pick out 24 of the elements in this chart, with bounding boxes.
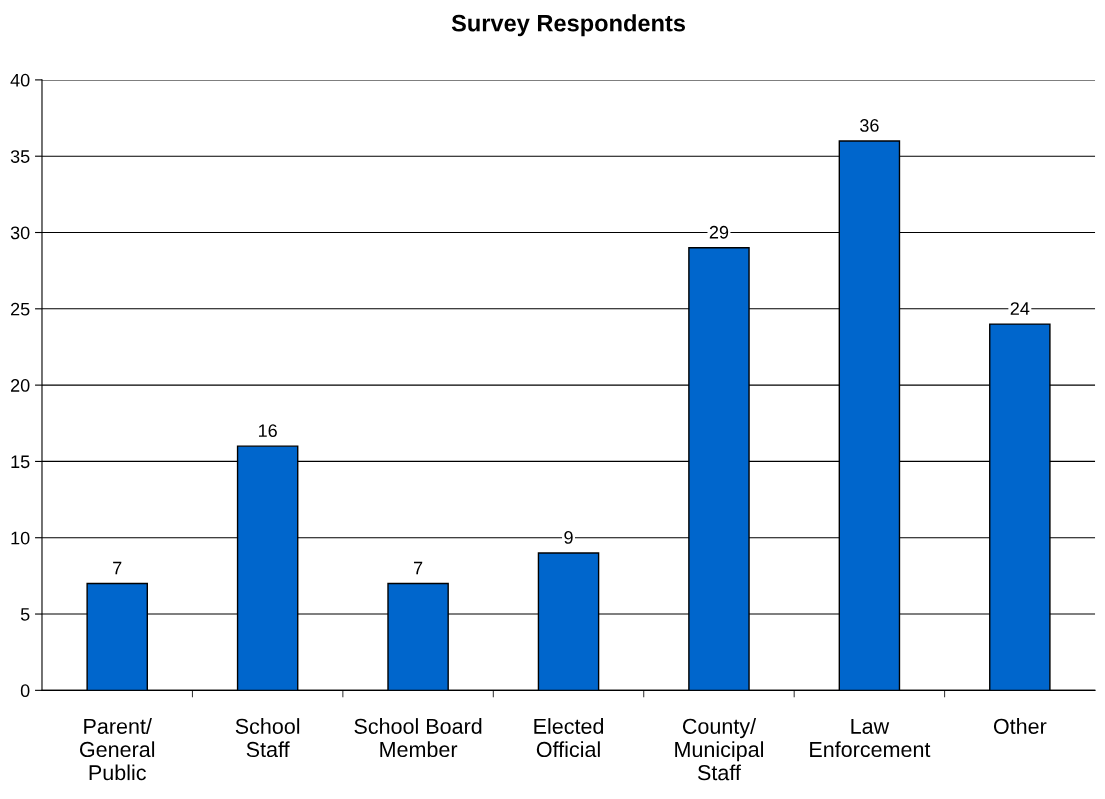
x-tick-label: Law Enforcement <box>810 718 931 758</box>
y-tick-label: 20 <box>11 379 30 392</box>
y-tick-label: 10 <box>11 531 30 545</box>
data-label: 16 <box>258 424 277 438</box>
y-tick-label: 5 <box>20 608 30 621</box>
data-label: 36 <box>860 119 879 132</box>
y-tick-label: 35 <box>10 150 30 163</box>
x-tick-label: School Staff <box>235 718 300 758</box>
y-tick-label: 25 <box>11 302 30 316</box>
data-label: 24 <box>1010 302 1030 315</box>
x-tick-label: Other <box>993 718 1047 734</box>
x-tick-label: County/ Municipal Staff <box>675 718 763 781</box>
x-tick-label: Elected Official <box>534 718 604 758</box>
data-label: 9 <box>564 531 573 544</box>
x-tick-label: Parent/ General Public <box>80 718 155 781</box>
x-tick-label: School Board Member <box>354 718 482 758</box>
y-tick-label: 0 <box>20 684 30 698</box>
data-label: 7 <box>113 561 122 575</box>
y-tick-label: 30 <box>10 226 30 240</box>
y-tick-label: 40 <box>10 73 30 87</box>
y-tick-label: 15 <box>11 455 30 469</box>
chart-title: Survey Respondents <box>451 14 685 37</box>
data-label: 29 <box>709 225 729 239</box>
data-label: 7 <box>413 561 423 575</box>
